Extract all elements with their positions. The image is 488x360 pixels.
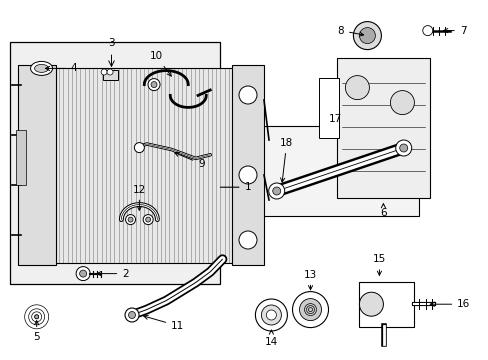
Circle shape bbox=[239, 231, 257, 249]
Text: 17: 17 bbox=[327, 114, 341, 124]
Bar bbox=[231, 65, 264, 265]
Circle shape bbox=[76, 267, 90, 280]
Circle shape bbox=[35, 315, 39, 319]
Circle shape bbox=[359, 28, 375, 44]
Text: 5: 5 bbox=[33, 321, 40, 342]
Text: 7: 7 bbox=[443, 26, 466, 36]
Circle shape bbox=[261, 305, 281, 325]
Circle shape bbox=[389, 91, 413, 114]
Bar bbox=[55, 68, 232, 263]
Text: 10: 10 bbox=[150, 51, 171, 76]
Text: 16: 16 bbox=[429, 299, 469, 309]
Circle shape bbox=[145, 217, 150, 222]
Circle shape bbox=[359, 292, 383, 316]
Circle shape bbox=[107, 69, 113, 75]
Circle shape bbox=[101, 69, 107, 75]
Circle shape bbox=[272, 187, 280, 195]
Circle shape bbox=[299, 298, 321, 321]
Circle shape bbox=[125, 308, 139, 322]
Text: 1: 1 bbox=[220, 182, 251, 192]
Bar bbox=[337, 58, 429, 198]
Circle shape bbox=[353, 22, 381, 50]
Circle shape bbox=[128, 217, 133, 222]
Bar bbox=[319, 78, 339, 138]
Circle shape bbox=[255, 299, 287, 331]
Bar bbox=[16, 130, 26, 185]
Text: 15: 15 bbox=[372, 254, 385, 275]
Text: 8: 8 bbox=[337, 26, 363, 36]
Text: 18: 18 bbox=[280, 138, 293, 182]
Text: 14: 14 bbox=[264, 330, 278, 347]
Circle shape bbox=[395, 140, 411, 156]
Bar bbox=[10, 42, 220, 284]
Circle shape bbox=[143, 215, 153, 225]
Ellipse shape bbox=[31, 62, 52, 75]
Text: 9: 9 bbox=[174, 152, 204, 169]
Text: 2: 2 bbox=[97, 269, 129, 279]
Circle shape bbox=[239, 86, 257, 104]
Circle shape bbox=[134, 143, 144, 153]
Ellipse shape bbox=[35, 64, 48, 72]
Circle shape bbox=[292, 292, 328, 328]
Bar bbox=[256, 126, 418, 216]
Text: 4: 4 bbox=[45, 63, 78, 73]
Bar bbox=[18, 65, 56, 265]
Circle shape bbox=[151, 82, 157, 87]
Circle shape bbox=[266, 310, 276, 320]
Bar bbox=[55, 68, 232, 263]
Circle shape bbox=[399, 144, 407, 152]
Text: 6: 6 bbox=[379, 204, 386, 217]
Circle shape bbox=[125, 215, 135, 225]
Circle shape bbox=[239, 166, 257, 184]
Circle shape bbox=[345, 76, 368, 100]
Text: 11: 11 bbox=[143, 315, 184, 331]
Text: 12: 12 bbox=[132, 185, 146, 210]
Text: 3: 3 bbox=[108, 38, 115, 48]
Bar bbox=[359, 282, 413, 327]
Text: 13: 13 bbox=[303, 270, 317, 290]
Bar bbox=[102, 70, 118, 80]
Circle shape bbox=[148, 78, 160, 91]
Circle shape bbox=[80, 270, 86, 277]
Circle shape bbox=[422, 26, 432, 36]
Circle shape bbox=[128, 311, 135, 319]
Circle shape bbox=[268, 183, 284, 199]
